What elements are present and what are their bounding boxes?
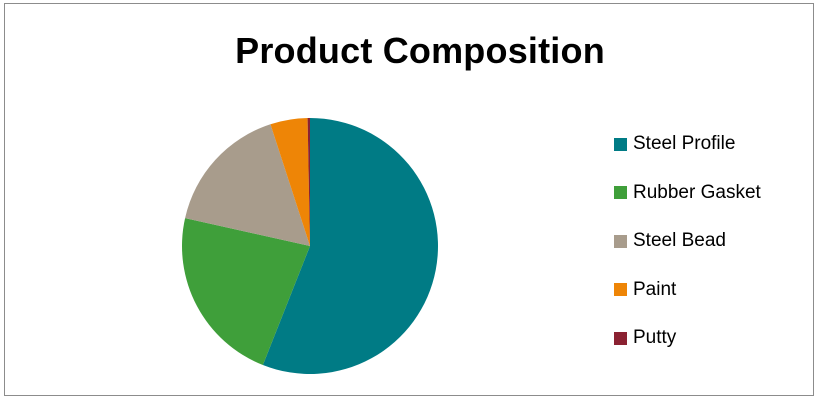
legend-item-steel-profile: Steel Profile xyxy=(614,132,814,156)
legend-swatch-steel-profile xyxy=(614,137,627,151)
pie-slice-steel-profile xyxy=(262,118,439,374)
pie-slice-putty xyxy=(307,118,310,246)
pie-slice-steel-bead xyxy=(185,124,310,246)
legend-label-rubber-gasket: Rubber Gasket xyxy=(633,181,761,203)
legend-label-steel-bead: Steel Bead xyxy=(633,230,726,251)
legend-swatch-rubber-gasket xyxy=(614,186,627,199)
legend-label-paint: Paint xyxy=(633,278,677,300)
legend-label-steel-profile: Steel Profile xyxy=(633,133,736,154)
legend-swatch-putty xyxy=(614,331,627,345)
pie-chart xyxy=(182,118,439,374)
pie-slice-rubber-gasket xyxy=(182,218,310,366)
legend-label-putty: Putty xyxy=(633,327,677,348)
legend-swatch-paint xyxy=(614,283,627,296)
legend-item-paint: Paint xyxy=(614,278,814,302)
legend-item-rubber-gasket: Rubber Gasket xyxy=(614,181,814,205)
legend-item-steel-bead: Steel Bead xyxy=(614,229,814,253)
legend: Steel Profile Rubber Gasket Steel Bead P… xyxy=(614,132,814,375)
legend-swatch-steel-bead xyxy=(614,234,627,248)
chart-title: Product Composition xyxy=(235,30,605,71)
pie-slice-paint xyxy=(270,118,310,246)
legend-item-putty: Putty xyxy=(614,326,814,350)
